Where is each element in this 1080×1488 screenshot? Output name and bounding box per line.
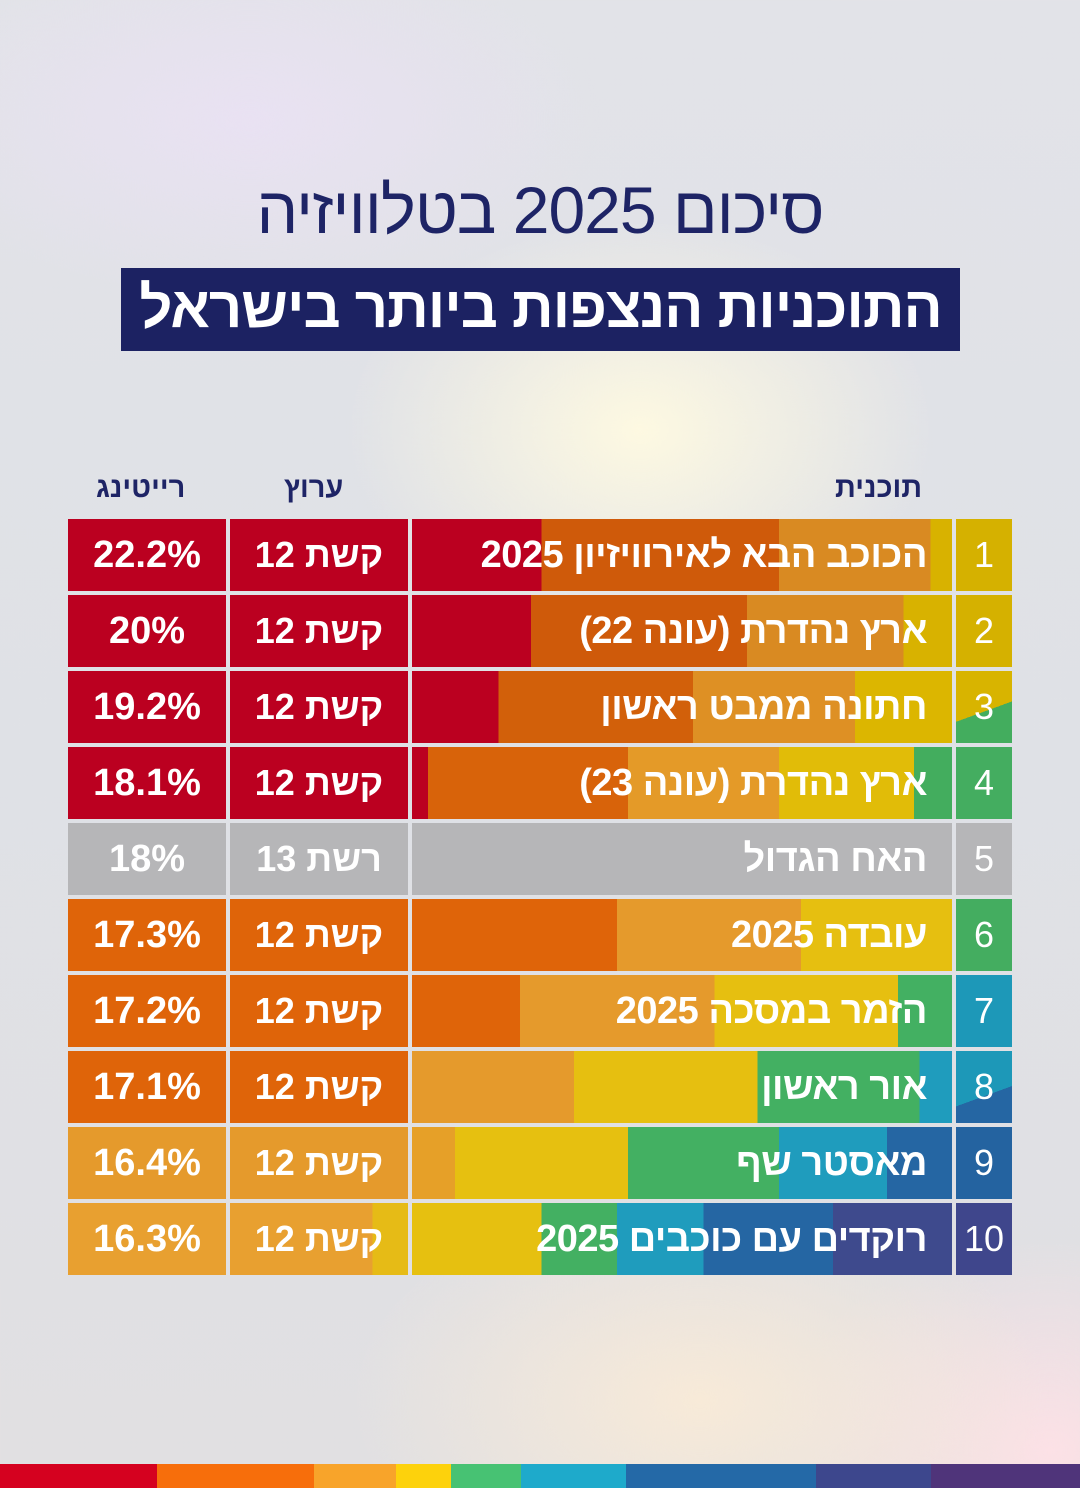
bottom-bar-segment [931,1464,1080,1488]
page-subtitle: התוכניות הנצפות ביותר בישראל [121,268,960,351]
page-title: סיכום 2025 בטלוויזיה [256,173,824,247]
rank-cell: 8 [956,1051,1012,1123]
program-cell: הכוכב הבא לאירוויזיון 2025 [412,519,952,591]
rank-cell: 4 [956,747,1012,819]
program-cell: חתונה ממבט ראשון [412,671,952,743]
table-row: 16.3% קשת 12 רוקדים עם כוכבים 2025 10 [68,1203,1012,1275]
rank-cell: 6 [956,899,1012,971]
channel-cell: קשת 12 [230,899,408,971]
table-row: 19.2% קשת 12 חתונה ממבט ראשון 3 [68,671,1012,743]
rating-cell: 17.3% [68,899,226,971]
table-row: 18% רשת 13 האח הגדול 5 [68,823,1012,895]
header-program: תוכנית [835,472,923,504]
channel-cell: קשת 12 [230,519,408,591]
program-cell: רוקדים עם כוכבים 2025 [412,1203,952,1275]
rating-cell: 17.1% [68,1051,226,1123]
rating-cell: 20% [68,595,226,667]
program-cell: עובדה 2025 [412,899,952,971]
channel-cell: קשת 12 [230,595,408,667]
program-cell: ארץ נהדרת (עונה 23) [412,747,952,819]
rating-cell: 16.4% [68,1127,226,1199]
rating-cell: 19.2% [68,671,226,743]
program-cell: מאסטר שף [412,1127,952,1199]
table-row: 18.1% קשת 12 ארץ נהדרת (עונה 23) 4 [68,747,1012,819]
table-row: 20% קשת 12 ארץ נהדרת (עונה 22) 2 [68,595,1012,667]
header-channel: ערוץ [284,472,344,504]
rank-cell: 1 [956,519,1012,591]
channel-cell: קשת 12 [230,975,408,1047]
table-row: 17.3% קשת 12 עובדה 2025 6 [68,899,1012,971]
rating-cell: 22.2% [68,519,226,591]
rating-cell: 16.3% [68,1203,226,1275]
bottom-bar-segment [0,1464,157,1488]
rank-cell: 3 [956,671,1012,743]
table-row: 17.1% קשת 12 אור ראשון 8 [68,1051,1012,1123]
program-cell: הזמר במסכה 2025 [412,975,952,1047]
rating-cell: 18% [68,823,226,895]
bottom-bar-segment [396,1464,451,1488]
rank-cell: 10 [956,1203,1012,1275]
bottom-bar-segment [451,1464,521,1488]
bottom-bar-segment [157,1464,314,1488]
channel-cell: קשת 12 [230,1203,408,1275]
table-row: 22.2% קשת 12 הכוכב הבא לאירוויזיון 2025 1 [68,519,1012,591]
table-row: 17.2% קשת 12 הזמר במסכה 2025 7 [68,975,1012,1047]
program-cell: ארץ נהדרת (עונה 22) [412,595,952,667]
rank-cell: 5 [956,823,1012,895]
table-row: 16.4% קשת 12 מאסטר שף 9 [68,1127,1012,1199]
ratings-table: 22.2% קשת 12 הכוכב הבא לאירוויזיון 2025 1 20… [68,519,1012,1279]
channel-cell: קשת 12 [230,1127,408,1199]
header-rating: רייטינג [96,472,186,504]
bottom-bar-segment [314,1464,396,1488]
rainbow-bottom-bar [0,1464,1080,1488]
channel-cell: קשת 12 [230,671,408,743]
program-cell: האח הגדול [412,823,952,895]
channel-cell: קשת 12 [230,747,408,819]
bottom-bar-segment [521,1464,626,1488]
rank-cell: 2 [956,595,1012,667]
channel-cell: רשת 13 [230,823,408,895]
bottom-bar-segment [626,1464,816,1488]
rating-cell: 17.2% [68,975,226,1047]
bottom-bar-segment [816,1464,931,1488]
channel-cell: קשת 12 [230,1051,408,1123]
rating-cell: 18.1% [68,747,226,819]
rank-cell: 7 [956,975,1012,1047]
program-cell: אור ראשון [412,1051,952,1123]
rank-cell: 9 [956,1127,1012,1199]
